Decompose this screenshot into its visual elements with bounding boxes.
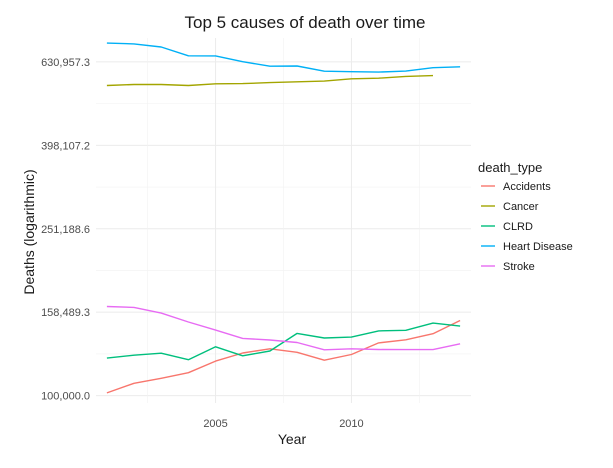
legend-label-clrd: CLRD (503, 221, 533, 233)
y-tick-labels: 100,000.0 158,489.3 251,188.6 398,107.2 630,… (41, 57, 90, 403)
legend-label-stroke: Stroke (503, 261, 535, 273)
y-tick-label: 251,188.6 (41, 224, 90, 236)
legend-label-heart-disease: Heart Disease (503, 241, 573, 253)
x-tick-labels: 2005 2010 (203, 418, 363, 430)
y-axis-label: Deaths (logarithmic) (21, 169, 37, 294)
series-line-clrd (106, 322, 461, 361)
x-tick-label: 2010 (339, 418, 363, 430)
y-tick-label: 100,000.0 (41, 391, 90, 403)
y-tick-label: 398,107.2 (41, 140, 90, 152)
legend-label-accidents: Accidents (503, 181, 551, 193)
legend-label-cancer: Cancer (503, 201, 539, 213)
series-line-accidents (106, 319, 461, 394)
x-axis-label: Year (278, 431, 307, 447)
series-line-heart-disease (106, 42, 461, 73)
legend: death_type Accidents Cancer CLRD Heart Dise… (478, 160, 573, 273)
x-tick-label: 2005 (203, 418, 227, 430)
y-tick-label: 158,489.3 (41, 307, 90, 319)
series-lines (106, 42, 461, 394)
series-line-cancer (106, 74, 434, 87)
legend-title: death_type (478, 160, 542, 175)
grid-lines (96, 38, 471, 403)
y-tick-label: 630,957.3 (41, 57, 90, 69)
series-line-stroke (106, 305, 461, 351)
chart-title: Top 5 causes of death over time (185, 13, 426, 32)
